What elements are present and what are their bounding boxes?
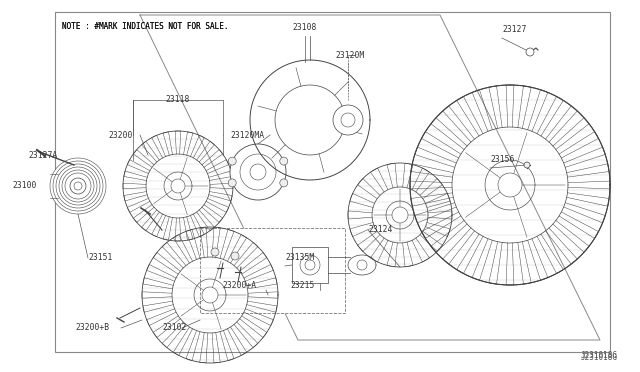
Circle shape — [228, 157, 236, 165]
Circle shape — [230, 144, 286, 200]
Circle shape — [498, 173, 522, 197]
Text: 23118: 23118 — [166, 96, 190, 105]
Circle shape — [74, 182, 82, 190]
Text: 23124: 23124 — [368, 225, 392, 234]
Text: 23215: 23215 — [290, 280, 314, 289]
Bar — [55, 12, 610, 352]
Circle shape — [524, 162, 530, 168]
Circle shape — [300, 255, 320, 275]
Circle shape — [250, 164, 266, 180]
Text: 23120MA: 23120MA — [230, 131, 264, 140]
Circle shape — [333, 105, 363, 135]
Text: 23135M: 23135M — [285, 253, 314, 263]
Text: 23100: 23100 — [12, 182, 36, 190]
Circle shape — [53, 161, 103, 211]
Text: NOTE : #MARK INDICATES NOT FOR SALE.: NOTE : #MARK INDICATES NOT FOR SALE. — [62, 22, 228, 31]
Circle shape — [280, 179, 288, 187]
Text: 23156: 23156 — [490, 155, 515, 164]
Circle shape — [357, 260, 367, 270]
Circle shape — [341, 113, 355, 127]
Circle shape — [50, 158, 106, 214]
Circle shape — [228, 179, 236, 187]
Circle shape — [211, 248, 219, 256]
FancyBboxPatch shape — [292, 247, 328, 283]
Circle shape — [62, 170, 94, 202]
Text: 23200+B: 23200+B — [75, 324, 109, 333]
Text: J231018G: J231018G — [581, 353, 618, 362]
Circle shape — [202, 287, 218, 303]
Circle shape — [59, 167, 97, 205]
Circle shape — [526, 48, 534, 56]
Circle shape — [171, 179, 185, 193]
Text: NOTE : #MARK INDICATES NOT FOR SALE.: NOTE : #MARK INDICATES NOT FOR SALE. — [62, 22, 228, 31]
Text: 23151: 23151 — [88, 253, 113, 263]
Circle shape — [305, 260, 315, 270]
Text: 23120M: 23120M — [335, 51, 364, 60]
Text: 23102: 23102 — [162, 324, 186, 333]
Circle shape — [392, 207, 408, 223]
Bar — [200, 228, 345, 313]
Circle shape — [56, 164, 100, 208]
Text: J231018G: J231018G — [581, 351, 618, 360]
Circle shape — [65, 173, 91, 199]
Circle shape — [240, 154, 276, 190]
Text: 23108: 23108 — [293, 23, 317, 32]
Circle shape — [70, 178, 86, 194]
Text: 23200: 23200 — [108, 131, 132, 140]
Circle shape — [231, 252, 239, 260]
Text: 23127: 23127 — [502, 26, 526, 35]
Text: 23127A: 23127A — [28, 151, 57, 160]
Text: 23200+A: 23200+A — [222, 280, 256, 289]
Circle shape — [280, 157, 288, 165]
